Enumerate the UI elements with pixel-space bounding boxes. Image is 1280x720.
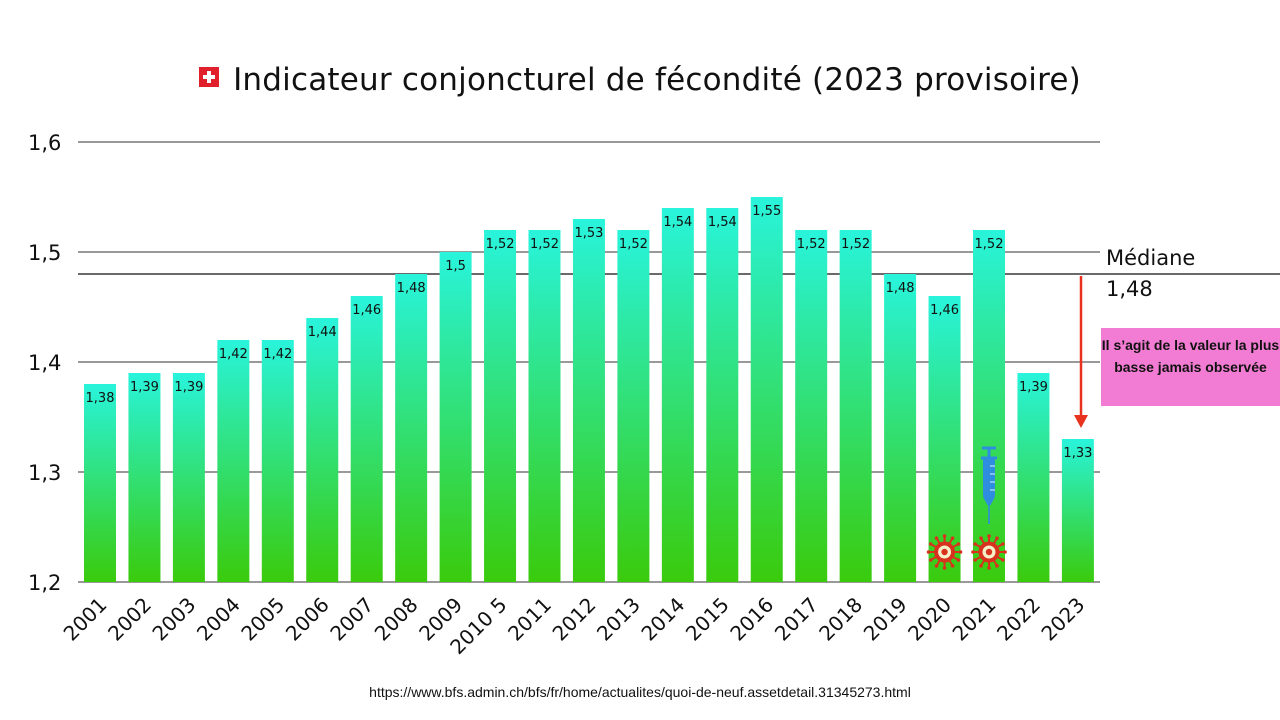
y-tick-label: 1,3 — [28, 461, 61, 485]
x-tick-label: 2004 — [192, 593, 245, 646]
bar — [484, 230, 517, 582]
x-tick-label: 2022 — [992, 593, 1045, 646]
syringe-icon — [981, 446, 997, 524]
bar-value-label: 1,5 — [445, 259, 466, 274]
bar-value-label: 1,42 — [263, 347, 292, 362]
x-tick-label: 2013 — [592, 593, 645, 646]
x-tick-label: 2008 — [370, 593, 423, 646]
bar — [439, 252, 472, 582]
chart-title: Indicateur conjoncturel de fécondité (20… — [233, 62, 1081, 98]
bar-value-label: 1,52 — [619, 237, 648, 252]
bar-value-label: 1,33 — [1063, 446, 1092, 461]
bar-value-label: 1,52 — [841, 237, 870, 252]
bar — [172, 373, 205, 582]
bar — [350, 296, 383, 582]
x-tick-label: 2001 — [59, 593, 112, 646]
bar — [973, 230, 1005, 582]
bar-value-label: 1,39 — [174, 380, 203, 395]
bar-value-label: 1,38 — [86, 391, 115, 406]
x-tick-label: 2003 — [147, 593, 200, 646]
x-tick-label: 2012 — [548, 593, 601, 646]
bar — [706, 208, 739, 582]
down-arrow-icon — [1074, 276, 1088, 428]
lowest-value-callout: Il s’agit de la valeur la plus basse jam… — [1101, 328, 1280, 406]
x-tick-label: 2011 — [503, 593, 556, 646]
bar — [84, 384, 116, 582]
x-tick-label: 2017 — [770, 593, 823, 646]
chart-title-wrap: Indicateur conjoncturel de fécondité (20… — [0, 62, 1280, 98]
source-url: https://www.bfs.admin.ch/bfs/fr/home/act… — [369, 684, 911, 700]
bar — [217, 340, 250, 582]
x-tick-label: 2014 — [636, 593, 689, 646]
bar-value-label: 1,39 — [130, 380, 159, 395]
bar-value-label: 1,44 — [308, 325, 337, 340]
bar-value-label: 1,54 — [708, 215, 737, 230]
x-tick-label: 2015 — [681, 593, 734, 646]
bar — [839, 230, 872, 582]
bar-value-label: 1,52 — [530, 237, 559, 252]
bar-value-label: 1,48 — [886, 281, 915, 296]
x-tick-label: 2018 — [814, 593, 867, 646]
bar — [572, 219, 605, 582]
bar — [1061, 439, 1094, 582]
y-tick-label: 1,2 — [28, 571, 61, 595]
y-tick-label: 1,5 — [28, 241, 61, 265]
bar-value-label: 1,52 — [797, 237, 826, 252]
x-tick-label: 2002 — [103, 593, 156, 646]
bar — [884, 274, 917, 582]
x-tick-label: 2021 — [948, 593, 1001, 646]
bar — [1017, 373, 1050, 582]
bar — [661, 208, 694, 582]
bar-value-label: 1,48 — [397, 281, 426, 296]
bar-value-label: 1,53 — [574, 226, 603, 241]
y-tick-label: 1,4 — [28, 351, 61, 375]
swiss-flag-icon — [199, 66, 220, 87]
virus-icon — [971, 534, 1007, 570]
bar-value-label: 1,42 — [219, 347, 248, 362]
median-label-value: 1,48 — [1106, 277, 1153, 301]
x-tick-label: 2016 — [725, 593, 778, 646]
median-label-title: Médiane — [1106, 246, 1196, 270]
bar — [261, 340, 294, 582]
y-tick-label: 1,6 — [28, 131, 61, 155]
bar — [306, 318, 339, 582]
x-tick-label: 2007 — [325, 593, 378, 646]
bar-value-label: 1,55 — [752, 204, 781, 219]
x-tick-label: 2005 — [236, 593, 289, 646]
bar-value-label: 1,39 — [1019, 380, 1048, 395]
bar — [795, 230, 828, 582]
bar-value-label: 1,46 — [352, 303, 381, 318]
bar-value-label: 1,46 — [930, 303, 959, 318]
x-tick-label: 2006 — [281, 593, 334, 646]
bar — [528, 230, 561, 582]
bar — [617, 230, 650, 582]
bar — [128, 373, 161, 582]
bar-value-label: 1,52 — [975, 237, 1004, 252]
x-tick-label: 2020 — [903, 593, 956, 646]
bar — [395, 274, 428, 582]
bar-value-label: 1,54 — [663, 215, 692, 230]
bar-value-label: 1,52 — [486, 237, 515, 252]
bar — [750, 197, 783, 582]
x-tick-label: 2019 — [859, 593, 912, 646]
virus-icon — [926, 534, 963, 570]
x-tick-label: 2023 — [1036, 593, 1089, 646]
